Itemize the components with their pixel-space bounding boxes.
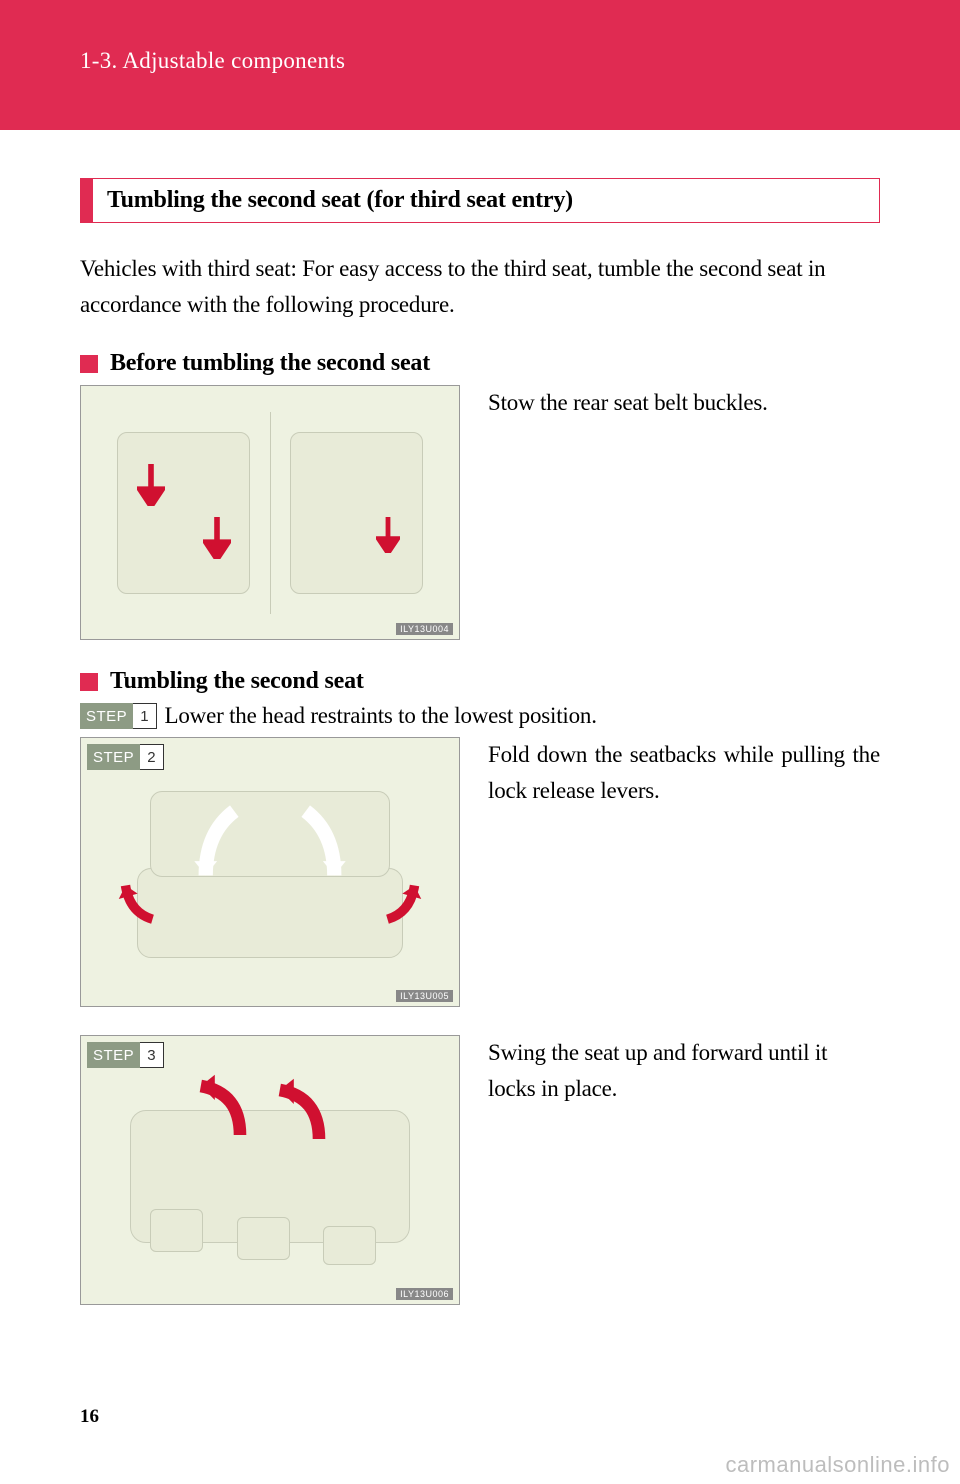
seat-illustration-2 — [104, 765, 437, 979]
step-2-badge: STEP 2 — [87, 744, 164, 770]
section-title-text: Tumbling the second seat (for third seat… — [93, 179, 587, 222]
figure-stow-buckles: ILY13U004 — [80, 385, 460, 640]
step-1-num: 1 — [133, 703, 156, 729]
swing-arrow-icon — [184, 1072, 254, 1142]
step-3-num: 3 — [140, 1042, 163, 1068]
lever-arrow-icon — [379, 872, 423, 926]
figure-row-3: STEP 3 ILY13U006 Swing the seat up and f… — [80, 1035, 880, 1305]
step-label: STEP — [87, 1042, 140, 1068]
step-3-badge: STEP 3 — [87, 1042, 164, 1068]
step-2-num: 2 — [140, 744, 163, 770]
watermark: carmanualsonline.info — [725, 1452, 950, 1478]
subheading-before: Before tumbling the second seat — [80, 350, 880, 377]
figure-swing-seat: STEP 3 ILY13U006 — [80, 1035, 460, 1305]
step-3-text: Swing the seat up and forward until it l… — [488, 1035, 880, 1305]
figure-fold-seatbacks: STEP 2 ILY13U005 — [80, 737, 460, 1007]
swing-arrow-icon — [263, 1076, 333, 1146]
subheading-tumbling: Tumbling the second seat — [80, 668, 880, 695]
seat-illustration-3 — [104, 1063, 437, 1277]
curve-arrow-icon — [190, 804, 250, 904]
lever-arrow-icon — [117, 872, 161, 926]
arrow-down-icon — [137, 464, 165, 506]
seat-illustration-1 — [104, 412, 437, 614]
step-label: STEP — [87, 744, 140, 770]
curve-arrow-icon — [290, 804, 350, 904]
step-1-text: Lower the head restraints to the lowest … — [165, 703, 597, 729]
arrow-down-icon — [203, 517, 231, 559]
header-band: 1-3. Adjustable components — [0, 0, 960, 130]
step-1-badge: STEP 1 — [80, 703, 157, 729]
arrow-down-icon — [376, 517, 400, 553]
step-1-row: STEP 1 Lower the head restraints to the … — [80, 703, 880, 729]
section-title-bar — [81, 179, 93, 222]
step-2-text: Fold down the seatbacks while pulling th… — [488, 737, 880, 1007]
figure-text-1: Stow the rear seat belt buckles. — [488, 385, 880, 640]
figure-id-1: ILY13U004 — [396, 623, 453, 635]
intro-paragraph: Vehicles with third seat: For easy acces… — [80, 251, 880, 322]
figure-id-3: ILY13U006 — [396, 1288, 453, 1300]
breadcrumb: 1-3. Adjustable components — [80, 48, 960, 74]
page-number: 16 — [80, 1406, 99, 1428]
figure-id-2: ILY13U005 — [396, 990, 453, 1002]
figure-row-2: STEP 2 ILY13U005 Fold down the seatbacks… — [80, 737, 880, 1007]
square-marker-icon — [80, 673, 98, 691]
section-title: Tumbling the second seat (for third seat… — [80, 178, 880, 223]
square-marker-icon — [80, 355, 98, 373]
page-content: Tumbling the second seat (for third seat… — [0, 130, 960, 1305]
subheading-before-text: Before tumbling the second seat — [110, 350, 430, 377]
figure-row-1: ILY13U004 Stow the rear seat belt buckle… — [80, 385, 880, 640]
subheading-tumbling-text: Tumbling the second seat — [110, 668, 364, 695]
step-label: STEP — [80, 703, 133, 729]
